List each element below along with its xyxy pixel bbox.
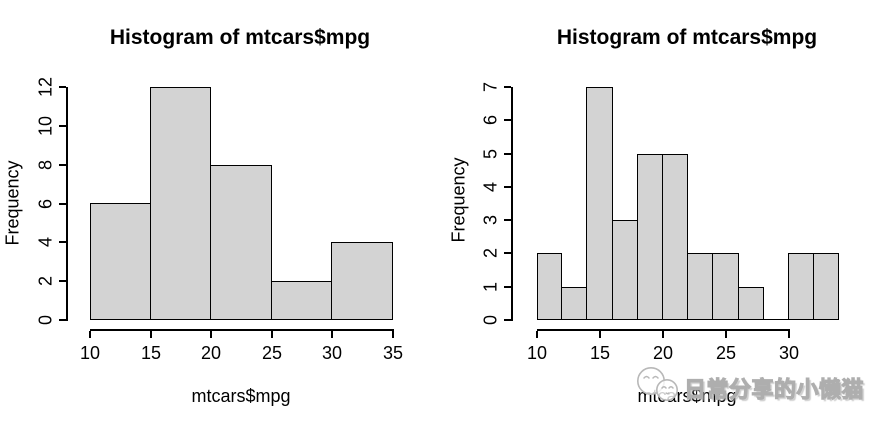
- y-tick-label: 0: [35, 314, 56, 326]
- x-tick-label: 20: [200, 343, 222, 363]
- x-tick: [788, 331, 790, 338]
- y-tick: [504, 86, 511, 88]
- y-tick-label: 8: [35, 159, 56, 171]
- y-tick: [504, 319, 511, 321]
- chart-title: Histogram of mtcars$mpg: [556, 26, 818, 49]
- y-axis-line: [511, 87, 513, 321]
- y-tick-label: 7: [480, 81, 501, 93]
- histogram-bar: [209, 165, 272, 320]
- y-tick: [504, 186, 511, 188]
- y-tick: [504, 119, 511, 121]
- y-tick-label: 2: [480, 247, 501, 259]
- x-tick: [150, 331, 152, 338]
- x-axis-line: [90, 329, 394, 331]
- x-tick: [89, 331, 91, 338]
- y-tick-label: 12: [35, 76, 56, 98]
- x-tick: [662, 331, 664, 338]
- histogram-bar: [636, 154, 663, 320]
- y-tick: [59, 203, 66, 205]
- y-tick-label: 6: [35, 198, 56, 210]
- histogram-right: Histogram of mtcars$mpg mtcars$mpg Frequ…: [445, 0, 890, 427]
- x-tick: [536, 331, 538, 338]
- y-tick-label: 3: [480, 214, 501, 226]
- histogram-bar: [711, 253, 739, 320]
- cat-icon: [637, 367, 678, 401]
- x-tick-label: 15: [589, 343, 611, 363]
- x-tick: [725, 331, 727, 338]
- x-tick: [210, 331, 212, 338]
- histogram-bar: [537, 253, 562, 320]
- y-tick: [504, 252, 511, 254]
- x-tick-label: 25: [261, 343, 283, 363]
- y-tick-label: 2: [35, 275, 56, 287]
- y-axis-label: Frequency: [2, 160, 23, 246]
- y-tick: [59, 280, 66, 282]
- watermark: 日常分享的小懒猫: [630, 362, 891, 408]
- x-tick-label: 35: [382, 343, 404, 363]
- histogram-left: Histogram of mtcars$mpg mtcars$mpg Frequ…: [0, 0, 445, 427]
- zero-bin-line: [764, 318, 789, 320]
- y-tick: [59, 164, 66, 166]
- y-tick: [504, 219, 511, 221]
- histogram-bar: [270, 281, 332, 320]
- y-tick: [59, 241, 66, 243]
- x-tick: [392, 331, 394, 338]
- x-tick-label: 15: [140, 343, 162, 363]
- x-tick-label: 30: [778, 343, 800, 363]
- histogram-bar: [812, 253, 839, 320]
- y-tick: [504, 286, 511, 288]
- y-tick-label: 6: [480, 114, 501, 126]
- histogram-bar: [149, 87, 211, 320]
- y-tick: [59, 86, 66, 88]
- y-tick-label: 1: [480, 281, 501, 293]
- y-axis-label: Frequency: [448, 157, 469, 243]
- y-tick-label: 5: [480, 148, 501, 160]
- histogram-bar: [611, 220, 638, 320]
- x-tick-label: 10: [526, 343, 548, 363]
- x-axis-label: mtcars$mpg: [191, 386, 291, 406]
- x-tick-label: 30: [321, 343, 343, 363]
- x-tick-label: 20: [652, 343, 674, 363]
- histogram-bar: [585, 87, 613, 320]
- x-tick-label: 10: [79, 343, 101, 363]
- histogram-bar: [560, 287, 587, 320]
- y-tick-label: 0: [480, 314, 501, 326]
- y-axis-line: [66, 87, 68, 321]
- chart-title: Histogram of mtcars$mpg: [109, 26, 371, 49]
- y-tick-label: 4: [480, 181, 501, 193]
- histogram-bar: [661, 154, 688, 320]
- y-tick-label: 4: [35, 236, 56, 248]
- watermark-text: 日常分享的小懒猫: [683, 376, 865, 402]
- histogram-bar: [737, 287, 764, 320]
- y-tick-label: 10: [35, 115, 56, 137]
- y-tick: [504, 153, 511, 155]
- histogram-bar: [787, 253, 814, 320]
- y-tick: [59, 319, 66, 321]
- x-tick: [599, 331, 601, 338]
- histogram-bar: [686, 253, 713, 320]
- histogram-bar: [90, 203, 151, 320]
- x-tick-label: 25: [715, 343, 737, 363]
- x-tick: [271, 331, 273, 338]
- x-axis-line: [537, 329, 790, 331]
- histogram-bar: [330, 242, 393, 320]
- x-tick: [331, 331, 333, 338]
- y-tick: [59, 125, 66, 127]
